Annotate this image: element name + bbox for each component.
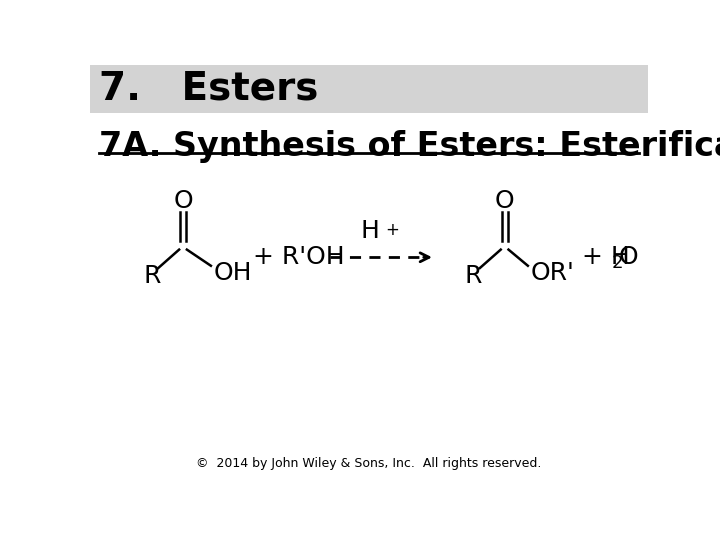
Text: O: O bbox=[618, 245, 638, 269]
Text: + R'OH: + R'OH bbox=[253, 245, 344, 269]
Text: H: H bbox=[361, 219, 379, 244]
Text: O: O bbox=[174, 189, 193, 213]
Bar bbox=[90, 65, 648, 112]
Text: 7A. Synthesis of Esters: Esterification: 7A. Synthesis of Esters: Esterification bbox=[99, 130, 720, 163]
Text: R: R bbox=[143, 264, 161, 288]
Text: R: R bbox=[465, 264, 482, 288]
Text: 7.   Esters: 7. Esters bbox=[99, 70, 319, 107]
Text: 2: 2 bbox=[611, 254, 623, 272]
Text: +: + bbox=[386, 221, 400, 239]
Text: OR': OR' bbox=[531, 261, 575, 286]
Text: ©  2014 by John Wiley & Sons, Inc.  All rights reserved.: © 2014 by John Wiley & Sons, Inc. All ri… bbox=[197, 457, 541, 470]
Text: O: O bbox=[495, 189, 514, 213]
Text: + H: + H bbox=[582, 245, 630, 269]
Text: OH: OH bbox=[214, 261, 253, 286]
